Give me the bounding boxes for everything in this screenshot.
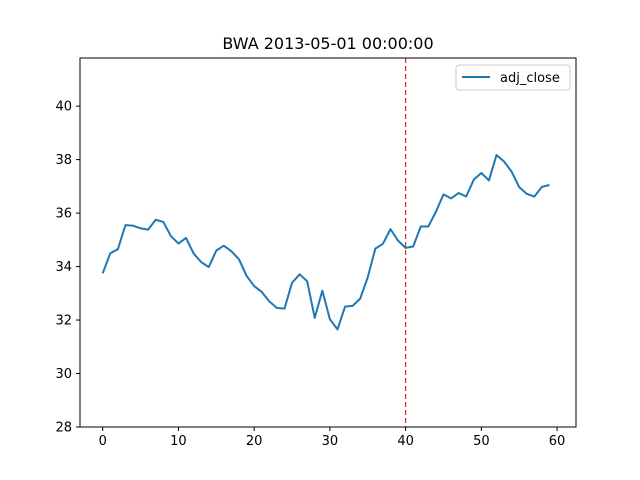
x-tick-label-40: 40 (397, 434, 414, 449)
y-tick-label-28: 28 (55, 421, 72, 436)
x-tick-label-20: 20 (246, 434, 263, 449)
x-tick-label-60: 60 (549, 434, 566, 449)
x-tick-label-50: 50 (473, 434, 490, 449)
y-tick-label-40: 40 (55, 100, 72, 115)
x-tick-label-30: 30 (322, 434, 339, 449)
y-tick-label-38: 38 (55, 153, 72, 168)
y-tick-label-34: 34 (55, 260, 72, 275)
series-line-adj-close (101, 154, 550, 331)
legend-label-adj-close: adj_close (500, 71, 560, 86)
y-tick-label-36: 36 (55, 207, 72, 222)
y-tick-label-32: 32 (55, 314, 72, 329)
chart-title: BWA 2013-05-01 00:00:00 (222, 34, 433, 53)
legend-box (455, 64, 571, 91)
x-tick-label-10: 10 (170, 434, 187, 449)
y-tick-label-30: 30 (55, 367, 72, 382)
plot-area: 0 10 20 30 40 50 60 28 30 32 34 36 38 40 (55, 57, 577, 449)
axes-frame (79, 57, 577, 428)
legend: adj_close (455, 64, 571, 91)
x-tick-label-0: 0 (99, 434, 107, 449)
